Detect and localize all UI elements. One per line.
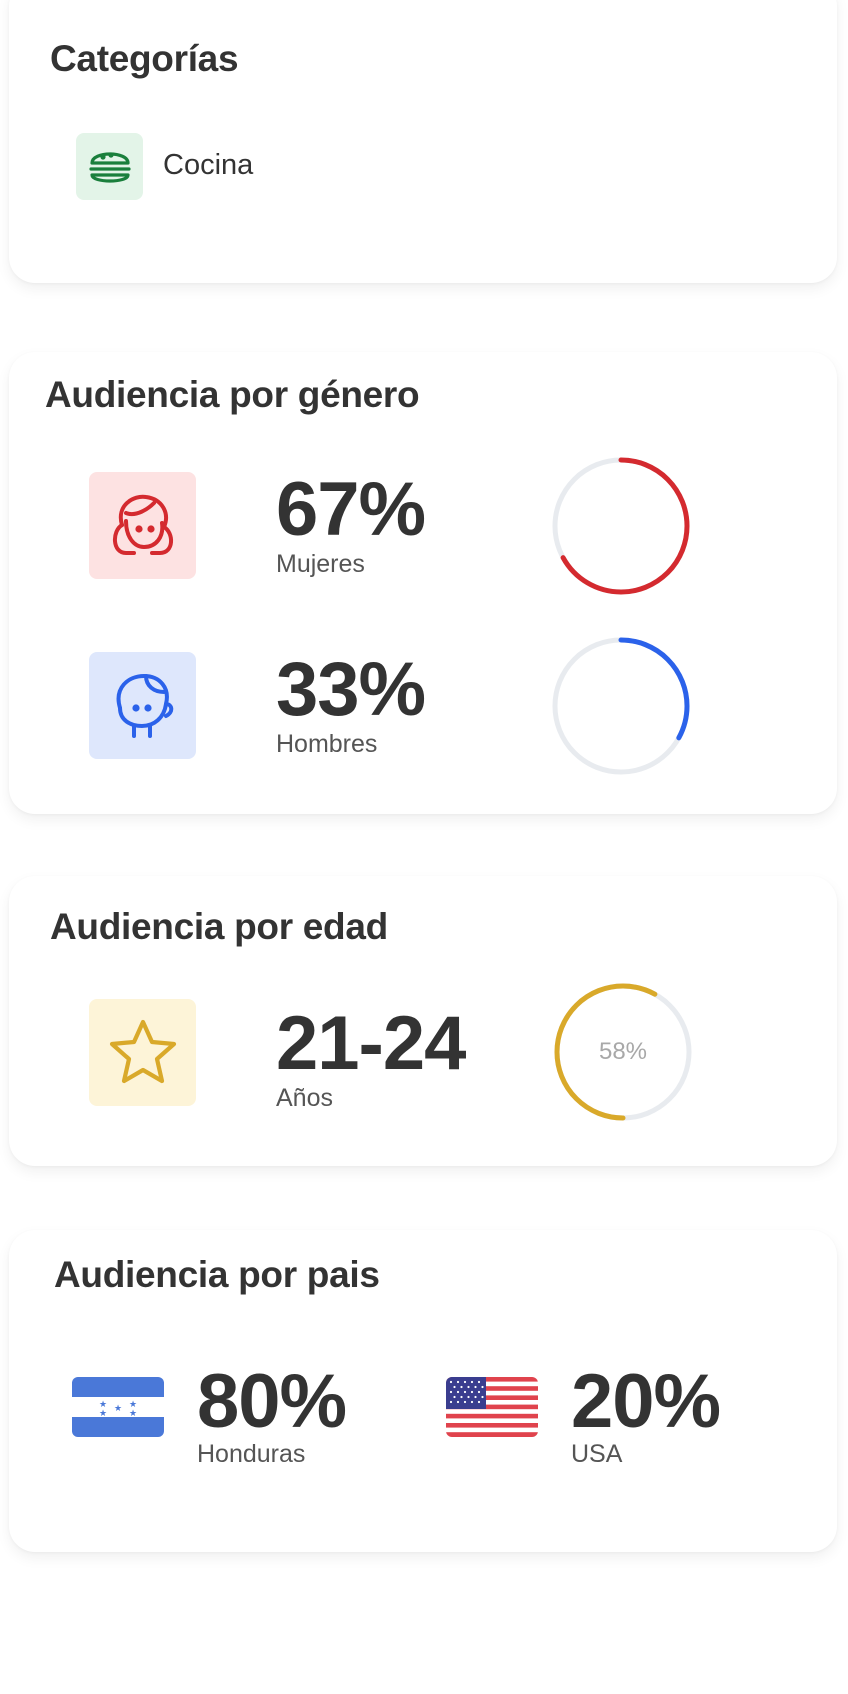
men-percent: 33% — [276, 647, 426, 732]
age-progress-ring — [554, 983, 692, 1121]
svg-text:★: ★ — [99, 1400, 107, 1410]
men-label: Hombres — [276, 730, 378, 758]
women-progress-ring — [552, 457, 690, 595]
category-label: Cocina — [163, 149, 254, 181]
usa-flag — [446, 1377, 538, 1437]
honduras-flag: ★ ★ ★ ★ ★ — [72, 1377, 164, 1437]
categories-card: Categorías Cocina — [9, 0, 837, 283]
star-icon — [89, 999, 196, 1106]
usa-percent: 20% — [571, 1359, 721, 1444]
hamburger-icon — [76, 133, 143, 200]
age-card: Audiencia por edad 21-24 Años 58% — [9, 876, 837, 1166]
svg-text:★: ★ — [114, 1404, 122, 1414]
gender-title: Audiencia por género — [45, 374, 420, 415]
ring-progress — [552, 457, 690, 595]
ring-progress — [552, 637, 690, 775]
svg-text:★: ★ — [129, 1400, 137, 1410]
categories-title: Categorías — [50, 38, 239, 79]
gender-card: Audiencia por género 67% Mujeres 33% H — [9, 352, 837, 814]
svg-text:★: ★ — [129, 1409, 137, 1419]
country-title: Audiencia por pais — [54, 1254, 380, 1295]
women-percent: 67% — [276, 467, 426, 552]
honduras-label: Honduras — [197, 1440, 306, 1468]
women-label: Mujeres — [276, 550, 365, 578]
men-progress-ring — [552, 637, 690, 775]
age-label: Años — [276, 1084, 333, 1112]
boy-face-icon — [89, 652, 196, 759]
country-card: Audiencia por pais ★ ★ ★ ★ ★ 80% Hondura… — [9, 1230, 837, 1552]
svg-text:★: ★ — [99, 1409, 107, 1419]
ring-progress — [554, 983, 692, 1121]
category-item-cocina[interactable]: Cocina — [76, 133, 376, 201]
age-ring-label: 58% — [598, 1038, 648, 1065]
girl-face-icon — [89, 472, 196, 579]
honduras-percent: 80% — [197, 1359, 347, 1444]
age-title: Audiencia por edad — [50, 906, 388, 947]
age-range: 21-24 — [276, 1001, 466, 1086]
usa-label: USA — [571, 1440, 623, 1468]
